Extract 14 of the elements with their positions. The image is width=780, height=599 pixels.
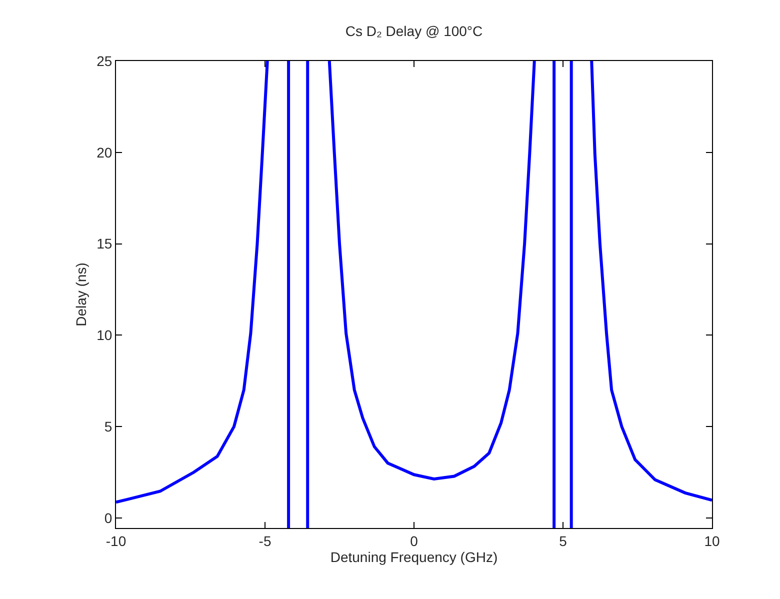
x-tick-label: -10 [106, 532, 126, 549]
chart-title: Cs D₂ Delay @ 100°C [345, 22, 483, 39]
x-tick-label: 10 [704, 532, 720, 549]
x-axis-title: Detuning Frequency (GHz) [330, 549, 498, 566]
y-tick-label: 20 [96, 144, 112, 160]
x-tick-label: 5 [559, 532, 568, 549]
x-tick-label: -5 [258, 532, 272, 549]
y-axis-title: Delay (ns) [73, 262, 90, 326]
y-tick-label: 15 [96, 236, 112, 252]
x-tick-label: 0 [410, 532, 418, 549]
y-tick-label: 0 [104, 510, 112, 526]
y-tick-label: 25 [96, 52, 112, 69]
y-tick-label: 5 [104, 418, 112, 434]
y-tick-label: 10 [96, 327, 112, 344]
